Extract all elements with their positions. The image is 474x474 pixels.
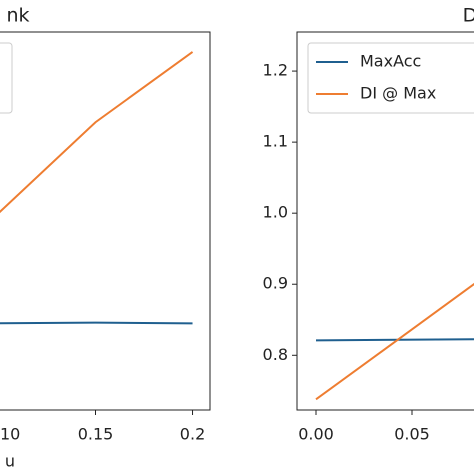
line-series xyxy=(315,282,474,401)
y-tick-label: 0.9 xyxy=(263,274,288,293)
y-tick-label: 1.1 xyxy=(263,132,288,151)
x-tick-label: 0.2 xyxy=(180,425,205,444)
y-tick-label: 0.8 xyxy=(263,345,288,364)
chart-title: nk xyxy=(6,5,29,27)
legend-box xyxy=(307,42,474,114)
legend-label: DI @ Max xyxy=(360,84,436,103)
x-tick-label: 0.00 xyxy=(298,425,334,444)
x-tick-label: 0.05 xyxy=(394,425,430,444)
line-series xyxy=(0,51,194,214)
y-tick-label: 1.2 xyxy=(263,61,288,80)
x-tick-label: 10 xyxy=(0,425,20,444)
plot-frame xyxy=(296,31,474,411)
y-tick-label: 1.0 xyxy=(263,203,288,222)
x-tick-label: 0.15 xyxy=(78,425,114,444)
legend-box xyxy=(0,42,13,114)
chart-title: D xyxy=(463,5,474,27)
legend-label: MaxAcc xyxy=(360,52,421,71)
x-axis-label: u xyxy=(5,452,15,471)
line-series xyxy=(0,321,193,325)
plot-frame xyxy=(0,31,211,411)
line-series xyxy=(315,338,474,342)
